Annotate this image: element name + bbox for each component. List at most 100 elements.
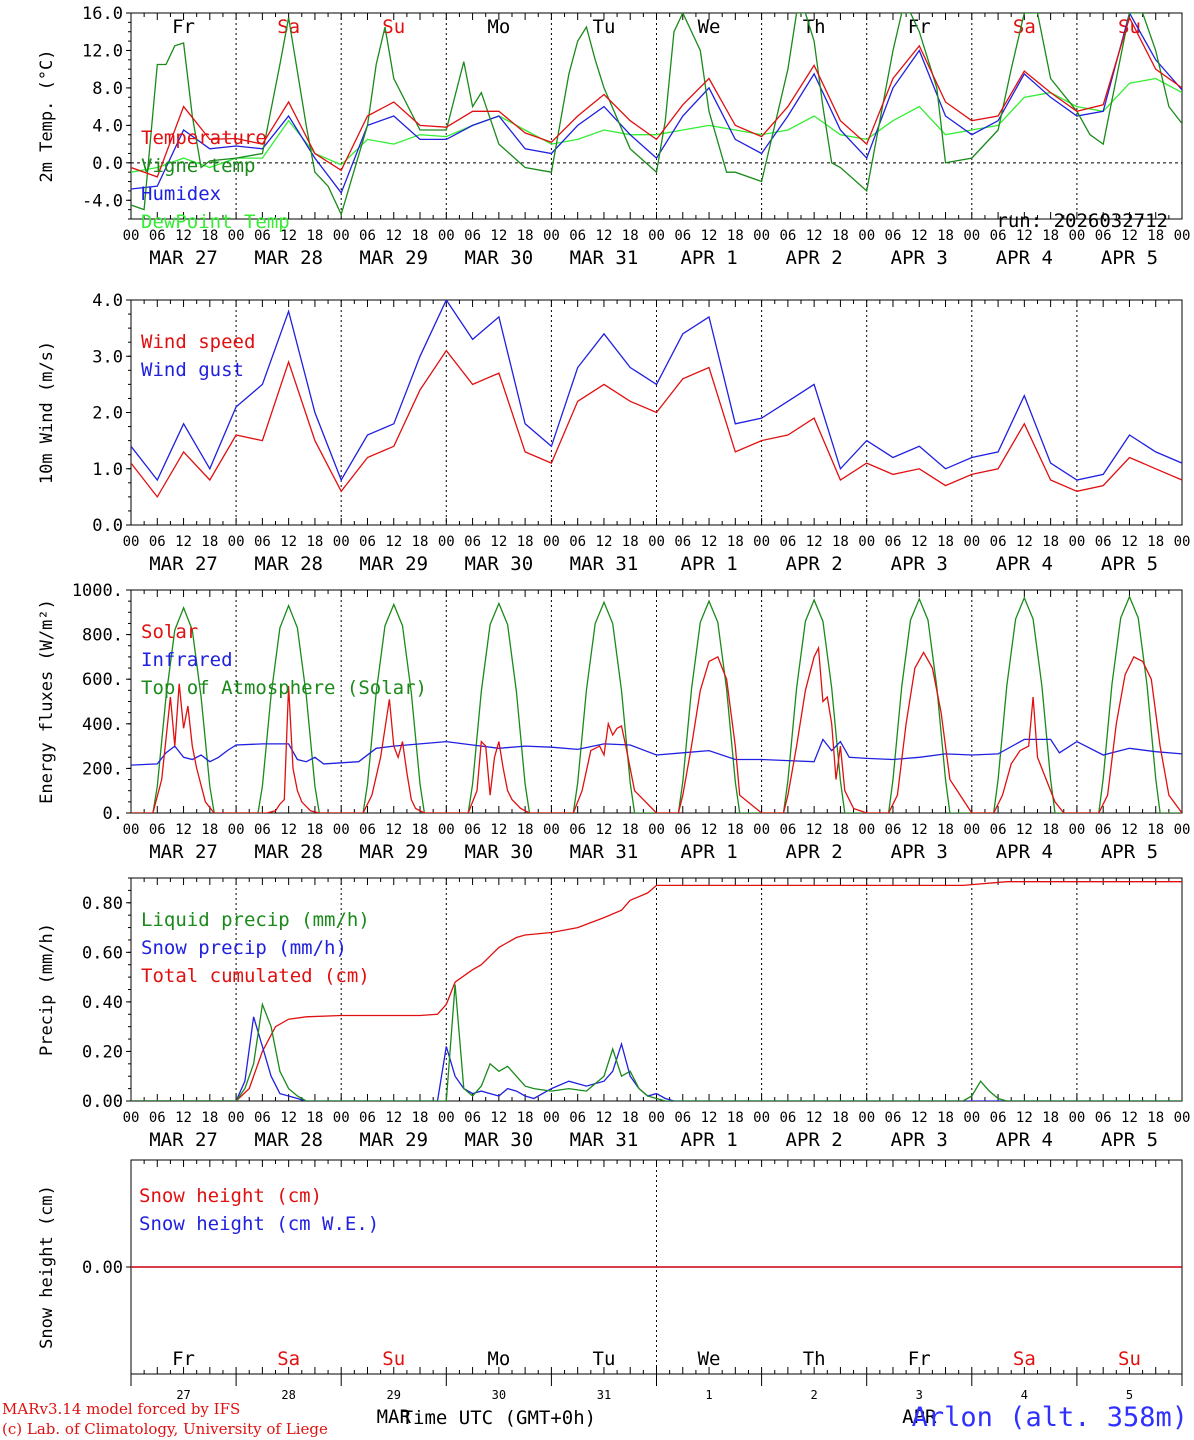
hour-tick-label: 06 <box>254 228 271 244</box>
hour-tick-label: 00 <box>648 1110 665 1126</box>
weekday-label: Fr <box>172 1348 195 1370</box>
hour-tick-label: 12 <box>701 822 718 838</box>
series-line-vigne-temp <box>131 13 1182 217</box>
legend-entry: Top of Atmosphere (Solar) <box>141 677 427 699</box>
hour-tick-label: 18 <box>412 534 429 550</box>
date-label: MAR 29 <box>359 247 428 269</box>
date-label: MAR 28 <box>254 247 323 269</box>
date-label: MAR 27 <box>149 247 218 269</box>
hour-tick-label: 18 <box>832 1110 849 1126</box>
hour-tick-label: 18 <box>201 228 218 244</box>
y-tick-label: 0.0 <box>92 516 123 536</box>
y-axis-label: Snow height (cm) <box>37 1185 57 1349</box>
hour-tick-label: 12 <box>911 228 928 244</box>
date-label: MAR 29 <box>359 841 428 863</box>
legend-entry: Vigne temp <box>141 155 255 177</box>
date-label: MAR 31 <box>570 1129 639 1151</box>
hour-tick-label: 00 <box>648 534 665 550</box>
hour-tick-label: 18 <box>1147 1110 1164 1126</box>
y-tick-label: 0. <box>103 804 123 824</box>
hour-tick-label: 00 <box>1174 228 1191 244</box>
weekday-label: Mo <box>487 16 510 38</box>
chart-panel-temp: -4.0 0.0 4.0 8.0 12.0 16.0 2m Temp. (°C) 00 06 12… <box>37 4 1190 269</box>
hour-tick-label: 00 <box>333 228 350 244</box>
date-label: APR 2 <box>786 247 843 269</box>
date-label: MAR 31 <box>570 247 639 269</box>
hour-tick-label: 00 <box>543 822 560 838</box>
hour-tick-label: 12 <box>806 228 823 244</box>
legend-entry: DewPoint Temp <box>141 211 290 233</box>
hour-tick-label: 06 <box>1095 228 1112 244</box>
weekday-label: Su <box>382 16 405 38</box>
y-tick-label: 2.0 <box>92 404 123 424</box>
date-label: APR 3 <box>891 841 948 863</box>
hour-tick-label: 06 <box>569 822 586 838</box>
weekday-label: Th <box>803 16 826 38</box>
hour-tick-label: 06 <box>779 822 796 838</box>
legend-entry: Humidex <box>141 183 221 205</box>
legend-entry: Solar <box>141 621 198 643</box>
hour-tick-label: 12 <box>806 822 823 838</box>
model-credit: MARv3.14 model forced by IFS <box>2 1400 241 1418</box>
y-tick-label: -4.0 <box>82 191 123 211</box>
hour-tick-label: 12 <box>701 1110 718 1126</box>
y-tick-label: 8.0 <box>92 79 123 99</box>
hour-tick-label: 00 <box>228 228 245 244</box>
hour-tick-label: 18 <box>1147 534 1164 550</box>
date-label: APR 4 <box>996 553 1053 575</box>
y-tick-label: 3.0 <box>92 347 123 367</box>
date-label: MAR 30 <box>465 1129 534 1151</box>
hour-tick-label: 00 <box>123 822 140 838</box>
date-label: APR 4 <box>996 1129 1053 1151</box>
date-label: MAR 30 <box>465 553 534 575</box>
hour-tick-label: 18 <box>1042 534 1059 550</box>
hour-tick-label: 18 <box>1042 228 1059 244</box>
hour-tick-label: 00 <box>438 1110 455 1126</box>
hour-tick-label: 12 <box>701 534 718 550</box>
hour-tick-label: 06 <box>1095 1110 1112 1126</box>
date-label: APR 4 <box>996 247 1053 269</box>
weekday-label: Su <box>1118 1348 1141 1370</box>
weekday-label: Fr <box>172 16 195 38</box>
hour-tick-label: 06 <box>885 534 902 550</box>
hour-tick-label: 06 <box>674 534 691 550</box>
hour-tick-label: 06 <box>359 1110 376 1126</box>
hour-tick-label: 18 <box>306 1110 323 1126</box>
hour-tick-label: 00 <box>543 534 560 550</box>
hour-tick-label: 18 <box>622 822 639 838</box>
hour-tick-label: 00 <box>1068 228 1085 244</box>
hour-tick-label: 12 <box>490 822 507 838</box>
weekday-label: Sa <box>1013 1348 1036 1370</box>
hour-tick-label: 00 <box>438 228 455 244</box>
date-label: APR 5 <box>1101 553 1158 575</box>
day-number-label: 29 <box>387 1388 401 1402</box>
series-line-liquid-precip-mm-h- <box>131 984 1182 1101</box>
weekday-label: Th <box>803 1348 826 1370</box>
hour-tick-label: 00 <box>1068 1110 1085 1126</box>
day-number-label: 3 <box>916 1388 923 1402</box>
hour-tick-label: 12 <box>490 534 507 550</box>
series-line-dewpoint-temp <box>131 77 1182 173</box>
hour-tick-label: 06 <box>254 1110 271 1126</box>
hour-tick-label: 06 <box>674 228 691 244</box>
y-tick-label: 0.20 <box>82 1042 123 1062</box>
y-tick-label: 12.0 <box>82 41 123 61</box>
y-tick-label: 0.00 <box>82 1258 123 1278</box>
y-tick-label: 4.0 <box>92 291 123 311</box>
hour-tick-label: 00 <box>333 1110 350 1126</box>
hour-tick-label: 06 <box>569 228 586 244</box>
hour-tick-label: 12 <box>806 534 823 550</box>
date-label: MAR 31 <box>570 553 639 575</box>
day-number-label: 28 <box>281 1388 295 1402</box>
hour-tick-label: 12 <box>280 1110 297 1126</box>
date-label: MAR 30 <box>465 247 534 269</box>
hour-tick-label: 00 <box>648 228 665 244</box>
hour-tick-label: 00 <box>963 1110 980 1126</box>
hour-tick-label: 18 <box>201 822 218 838</box>
weekday-label: Fr <box>908 16 931 38</box>
hour-tick-label: 18 <box>1147 228 1164 244</box>
series-line-snow-precip-mm-h- <box>131 1016 1182 1101</box>
hour-tick-label: 12 <box>911 534 928 550</box>
y-tick-label: 200. <box>82 759 123 779</box>
hour-tick-label: 18 <box>832 822 849 838</box>
